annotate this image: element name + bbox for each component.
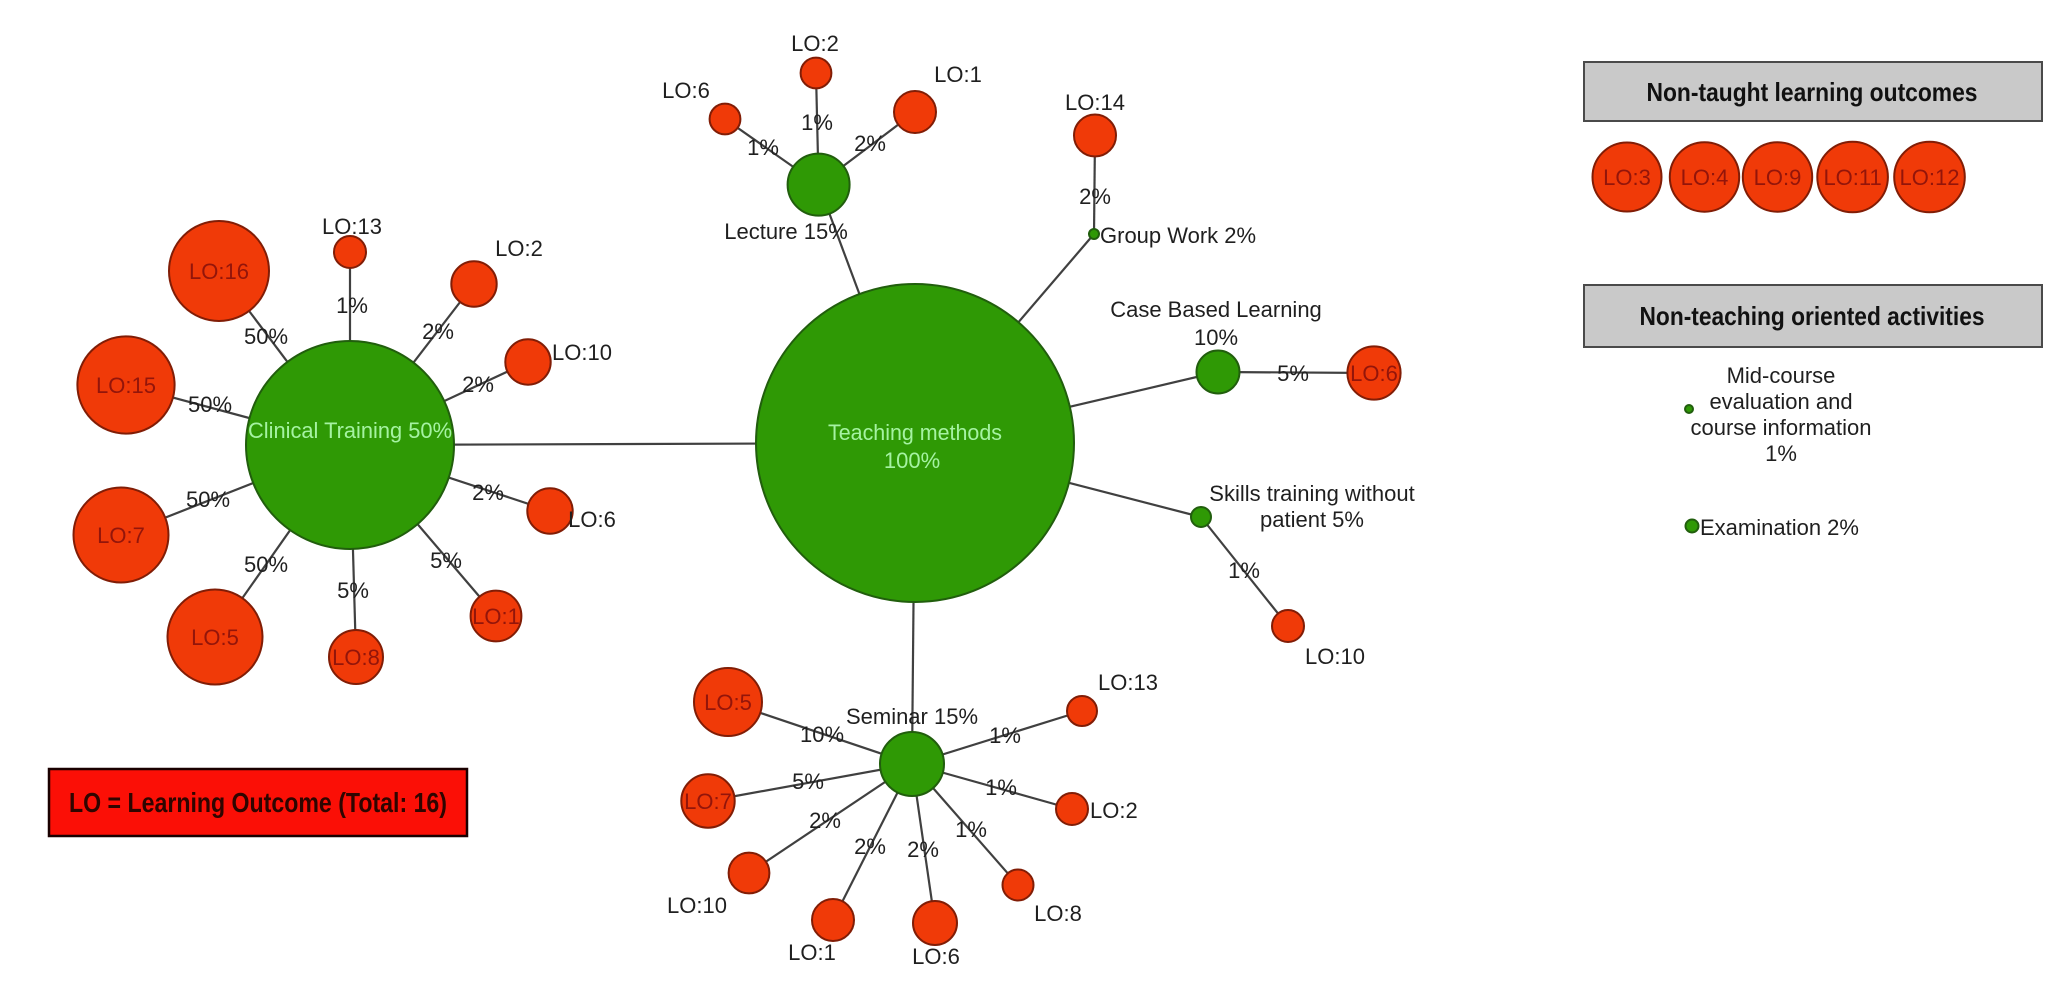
svg-text:2%: 2% [809, 808, 841, 833]
svg-text:1%: 1% [955, 817, 987, 842]
svg-text:5%: 5% [1277, 361, 1309, 386]
svg-text:LO:10: LO:10 [667, 893, 727, 918]
svg-text:LO:2: LO:2 [1090, 798, 1138, 823]
svg-text:LO:2: LO:2 [495, 236, 543, 261]
svg-text:LO:14: LO:14 [1065, 90, 1125, 115]
svg-text:Skills training without: Skills training without [1209, 481, 1414, 506]
svg-text:LO:15: LO:15 [96, 373, 156, 398]
svg-text:5%: 5% [430, 548, 462, 573]
svg-text:LO = Learning Outcome (Total:: LO = Learning Outcome (Total: 16) [69, 787, 447, 818]
svg-text:LO:10: LO:10 [552, 340, 612, 365]
svg-text:LO:1: LO:1 [788, 940, 836, 965]
svg-text:LO:7: LO:7 [97, 523, 145, 548]
svg-text:LO:11: LO:11 [1823, 165, 1881, 190]
svg-text:2%: 2% [422, 319, 454, 344]
svg-text:1%: 1% [801, 110, 833, 135]
svg-text:Seminar 15%: Seminar 15% [846, 704, 978, 729]
svg-text:50%: 50% [188, 392, 232, 417]
svg-text:2%: 2% [854, 834, 886, 859]
svg-text:LO:16: LO:16 [189, 259, 249, 284]
svg-text:LO:5: LO:5 [704, 690, 752, 715]
svg-text:Lecture 15%: Lecture 15% [724, 219, 848, 244]
svg-text:LO:6: LO:6 [912, 944, 960, 969]
svg-text:5%: 5% [792, 769, 824, 794]
svg-text:Clinical Training 50%: Clinical Training 50% [248, 418, 452, 443]
svg-text:100%: 100% [884, 448, 940, 473]
svg-text:10%: 10% [1194, 325, 1238, 350]
svg-text:LO:8: LO:8 [332, 645, 380, 670]
svg-text:LO:5: LO:5 [191, 625, 239, 650]
svg-text:Examination 2%: Examination 2% [1700, 515, 1859, 540]
svg-text:Group Work 2%: Group Work 2% [1100, 223, 1256, 248]
svg-text:patient 5%: patient 5% [1260, 507, 1364, 532]
svg-text:course information: course information [1691, 415, 1872, 440]
svg-text:LO:13: LO:13 [322, 214, 382, 239]
svg-text:Teaching methods: Teaching methods [828, 420, 1002, 445]
svg-text:LO:8: LO:8 [1034, 901, 1082, 926]
svg-text:1%: 1% [1228, 558, 1260, 583]
svg-text:1%: 1% [747, 135, 779, 160]
svg-text:LO:7: LO:7 [684, 789, 732, 814]
svg-text:2%: 2% [472, 480, 504, 505]
svg-text:LO:1: LO:1 [472, 604, 520, 629]
svg-text:Non-teaching oriented activiti: Non-teaching oriented activities [1640, 301, 1985, 331]
svg-text:evaluation and: evaluation and [1709, 389, 1852, 414]
svg-text:LO:12: LO:12 [1900, 165, 1960, 190]
svg-text:50%: 50% [244, 552, 288, 577]
svg-text:10%: 10% [800, 722, 844, 747]
svg-text:1%: 1% [989, 723, 1021, 748]
svg-text:5%: 5% [337, 578, 369, 603]
svg-text:LO:6: LO:6 [662, 78, 710, 103]
svg-text:LO:6: LO:6 [568, 507, 616, 532]
svg-text:50%: 50% [186, 487, 230, 512]
svg-text:50%: 50% [244, 324, 288, 349]
svg-text:Case Based Learning: Case Based Learning [1110, 297, 1322, 322]
svg-text:LO:10: LO:10 [1305, 644, 1365, 669]
svg-text:LO:9: LO:9 [1754, 165, 1802, 190]
svg-text:2%: 2% [1079, 184, 1111, 209]
svg-text:Non-taught learning outcomes: Non-taught learning outcomes [1647, 77, 1978, 107]
svg-text:LO:4: LO:4 [1681, 165, 1729, 190]
svg-text:LO:3: LO:3 [1603, 165, 1651, 190]
svg-text:LO:1: LO:1 [934, 62, 982, 87]
svg-text:LO:6: LO:6 [1350, 361, 1398, 386]
svg-text:2%: 2% [462, 372, 494, 397]
svg-text:2%: 2% [907, 837, 939, 862]
svg-text:1%: 1% [336, 293, 368, 318]
svg-text:2%: 2% [854, 131, 886, 156]
svg-text:1%: 1% [1765, 441, 1797, 466]
svg-text:LO:13: LO:13 [1098, 670, 1158, 695]
svg-text:1%: 1% [985, 775, 1017, 800]
svg-text:Mid-course: Mid-course [1727, 363, 1836, 388]
svg-text:LO:2: LO:2 [791, 31, 839, 56]
